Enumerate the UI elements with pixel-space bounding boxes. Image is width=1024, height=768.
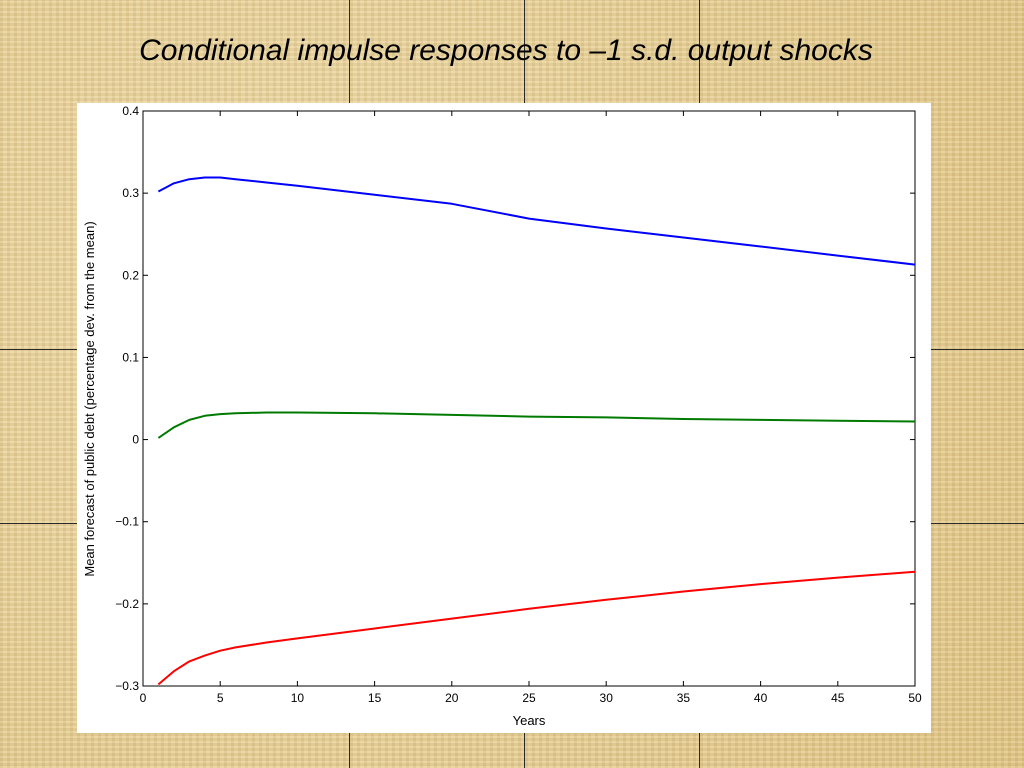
x-tick-label: 35 [677, 691, 691, 705]
series-line-2 [157, 411, 916, 439]
y-tick-label: −0.2 [115, 597, 139, 611]
x-tick-label: 45 [831, 691, 845, 705]
y-axis-title: Mean forecast of public debt (percentage… [82, 221, 97, 576]
x-tick-label: 20 [445, 691, 459, 705]
y-tick-label: 0.1 [122, 350, 139, 364]
series-line-3 [157, 570, 916, 686]
y-tick-label: 0.4 [122, 104, 139, 118]
x-tick-label: 30 [600, 691, 614, 705]
x-tick-label: 0 [140, 691, 147, 705]
chart-svg: 0 5 10 15 20 25 30 35 40 45 50 −0.3 −0.2 −0.1 0 0.1 0.2 0… [82, 104, 922, 728]
x-tick-label: 10 [291, 691, 305, 705]
x-tick-label: 50 [908, 691, 922, 705]
y-tick-label: 0 [132, 433, 139, 447]
x-tick-label: 25 [522, 691, 536, 705]
y-tick-label: 0.3 [122, 186, 139, 200]
x-tick-label: 40 [754, 691, 768, 705]
series-line-1 [157, 176, 916, 266]
x-axis-title: Years [513, 713, 546, 728]
axis-ticks: 0 5 10 15 20 25 30 35 40 45 50 −0.3 −0.2 −0.1 0 0.1 0.2 0… [115, 104, 922, 705]
x-tick-label: 5 [217, 691, 224, 705]
y-tick-label: 0.2 [122, 268, 139, 282]
plot-area [142, 110, 916, 687]
slide-title: Conditional impulse responses to –1 s.d.… [139, 34, 873, 67]
series-group [157, 176, 916, 686]
y-tick-label: −0.3 [115, 679, 139, 693]
chart-figure: 0 5 10 15 20 25 30 35 40 45 50 −0.3 −0.2 −0.1 0 0.1 0.2 0… [77, 103, 931, 733]
y-tick-label: −0.1 [115, 515, 139, 529]
x-tick-label: 15 [368, 691, 382, 705]
